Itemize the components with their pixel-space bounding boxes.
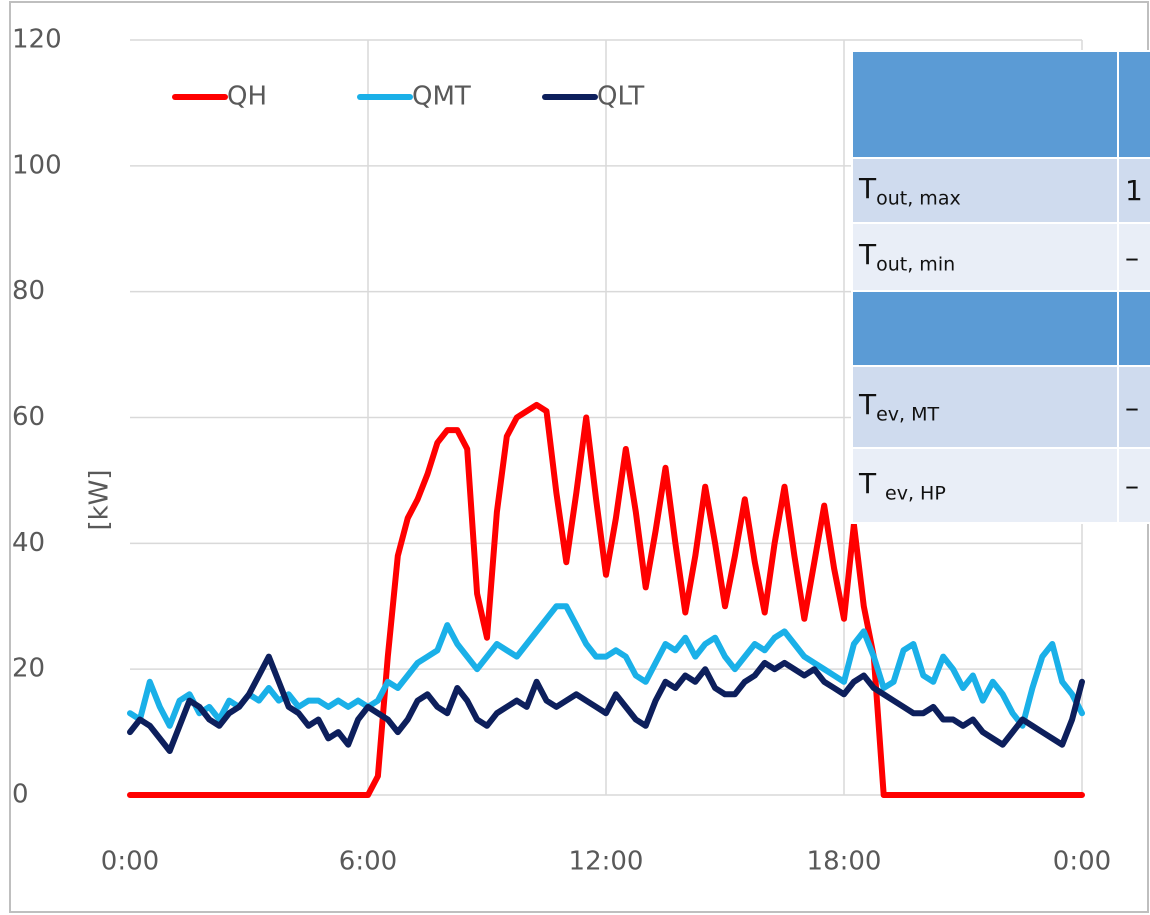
cell-subscript: out, min [876, 253, 956, 276]
table-row: Tev, MT – [851, 365, 1150, 449]
cell-symbol: T [859, 388, 877, 422]
cell-value: 1 [1125, 174, 1143, 207]
series-line [127, 653, 1085, 754]
table-row: T ev, HP – [851, 447, 1150, 524]
x-tick-label: 18:00 [807, 847, 882, 877]
cell-value: – [1125, 469, 1139, 502]
x-tick-label: 12:00 [569, 847, 644, 877]
cell-subscript: ev, HP [885, 482, 946, 505]
y-tick-label: 80 [12, 276, 45, 306]
series-line [127, 401, 1085, 798]
series-line [127, 603, 1085, 729]
table-header [851, 290, 1150, 367]
legend-label: QMT [412, 82, 471, 112]
y-tick-label: 0 [12, 780, 29, 810]
legend-label: QH [227, 82, 267, 112]
x-tick-label: 6:00 [339, 847, 397, 877]
table-row: Tout, min – [851, 222, 1150, 292]
y-tick-label: 40 [12, 528, 45, 558]
cell-symbol: T [859, 238, 877, 272]
cell-symbol: T [859, 171, 877, 205]
table-header [851, 50, 1150, 159]
cell-subscript: ev, MT [876, 403, 940, 426]
cell-subscript: out, max [876, 187, 961, 210]
x-tick-label: 0:00 [1053, 847, 1111, 877]
y-axis-label: [kW] [85, 469, 115, 530]
table-row: Tout, max 1 [851, 157, 1150, 224]
cell-value: – [1125, 240, 1139, 274]
y-tick-label: 20 [12, 654, 45, 684]
y-tick-label: 60 [12, 402, 45, 432]
y-tick-label: 120 [12, 25, 62, 55]
info-table: Tout, max 1 Tout, min – Tev, MT – T ev, … [851, 50, 1150, 524]
y-tick-label: 100 [12, 150, 62, 180]
legend-label: QLT [597, 82, 644, 112]
x-tick-label: 0:00 [101, 847, 159, 877]
cell-value: – [1125, 390, 1139, 424]
cell-symbol: T [859, 466, 886, 500]
